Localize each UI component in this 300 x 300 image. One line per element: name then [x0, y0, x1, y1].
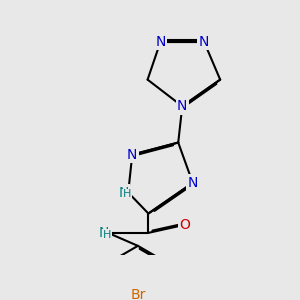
Text: N: N [127, 148, 137, 162]
Text: N: N [119, 185, 129, 200]
Text: O: O [179, 218, 190, 232]
Text: N: N [188, 176, 198, 190]
Text: N: N [199, 35, 209, 49]
Text: N: N [98, 226, 109, 240]
Text: Br: Br [130, 288, 146, 300]
Text: N: N [155, 35, 166, 49]
Text: H: H [103, 230, 111, 240]
Text: N: N [177, 99, 188, 113]
Text: H: H [123, 190, 131, 200]
